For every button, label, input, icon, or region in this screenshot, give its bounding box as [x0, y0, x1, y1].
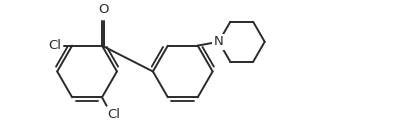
Text: O: O: [98, 3, 108, 16]
Text: Cl: Cl: [48, 39, 62, 52]
Text: N: N: [214, 35, 224, 48]
Text: Cl: Cl: [107, 108, 120, 121]
